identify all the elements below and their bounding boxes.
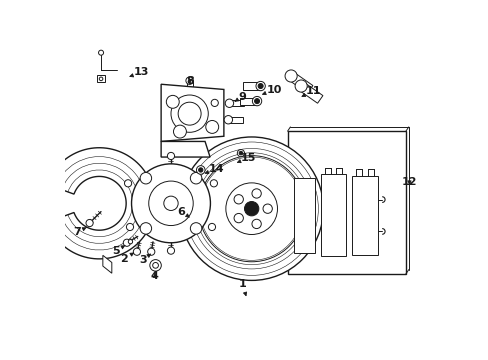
- Circle shape: [152, 262, 158, 268]
- Circle shape: [147, 248, 155, 255]
- Circle shape: [294, 80, 306, 92]
- Polygon shape: [47, 148, 155, 259]
- Circle shape: [86, 220, 93, 226]
- Circle shape: [196, 166, 204, 174]
- Circle shape: [225, 183, 277, 234]
- Circle shape: [210, 180, 217, 187]
- Circle shape: [254, 99, 259, 104]
- Circle shape: [124, 180, 131, 187]
- Circle shape: [140, 172, 151, 184]
- Circle shape: [251, 219, 261, 229]
- Polygon shape: [161, 141, 210, 157]
- Circle shape: [225, 99, 233, 107]
- Text: 14: 14: [205, 164, 224, 174]
- Circle shape: [234, 213, 243, 223]
- Circle shape: [149, 260, 161, 271]
- Polygon shape: [239, 98, 257, 105]
- Polygon shape: [298, 82, 322, 103]
- Circle shape: [128, 239, 132, 244]
- Circle shape: [244, 202, 258, 216]
- Text: 12: 12: [401, 177, 416, 187]
- Circle shape: [251, 189, 261, 198]
- Bar: [351, 176, 377, 255]
- Polygon shape: [186, 81, 192, 90]
- Circle shape: [198, 156, 304, 262]
- Circle shape: [163, 196, 178, 211]
- Circle shape: [173, 125, 186, 138]
- Polygon shape: [161, 84, 224, 141]
- Circle shape: [167, 247, 174, 254]
- Bar: [321, 174, 345, 256]
- Circle shape: [234, 195, 243, 204]
- Circle shape: [185, 77, 193, 84]
- Circle shape: [99, 50, 103, 55]
- Circle shape: [190, 172, 202, 184]
- Text: 3: 3: [139, 254, 150, 265]
- Circle shape: [123, 239, 130, 246]
- Text: 2: 2: [120, 253, 133, 264]
- Text: 8: 8: [186, 76, 193, 86]
- Circle shape: [252, 96, 261, 106]
- Circle shape: [285, 70, 297, 82]
- Text: 6: 6: [177, 207, 189, 217]
- Circle shape: [224, 116, 232, 124]
- Circle shape: [131, 164, 210, 243]
- Circle shape: [126, 224, 133, 230]
- Text: 13: 13: [130, 67, 149, 77]
- Text: 15: 15: [237, 153, 256, 163]
- Circle shape: [190, 223, 202, 234]
- Circle shape: [140, 223, 151, 234]
- Circle shape: [166, 95, 179, 108]
- Text: 5: 5: [112, 246, 125, 256]
- Polygon shape: [228, 117, 242, 123]
- Circle shape: [133, 248, 140, 255]
- Polygon shape: [288, 72, 312, 93]
- Circle shape: [171, 95, 208, 132]
- Circle shape: [258, 84, 263, 89]
- Bar: [287, 131, 405, 274]
- Bar: [293, 178, 314, 253]
- Text: 10: 10: [262, 85, 282, 95]
- Circle shape: [99, 77, 102, 81]
- Circle shape: [148, 181, 193, 226]
- Text: 4: 4: [151, 271, 159, 281]
- Circle shape: [239, 151, 242, 155]
- Circle shape: [198, 168, 203, 172]
- Circle shape: [167, 152, 174, 159]
- Circle shape: [180, 137, 323, 280]
- Circle shape: [211, 99, 218, 107]
- Text: 11: 11: [302, 86, 320, 96]
- Text: 9: 9: [235, 92, 245, 102]
- Circle shape: [205, 121, 218, 134]
- Polygon shape: [243, 82, 260, 90]
- Text: 7: 7: [73, 227, 86, 237]
- Circle shape: [237, 149, 244, 157]
- Polygon shape: [229, 100, 244, 107]
- Circle shape: [178, 102, 201, 125]
- Circle shape: [208, 224, 215, 230]
- Text: 1: 1: [238, 279, 246, 296]
- Polygon shape: [102, 255, 112, 273]
- Bar: [97, 75, 105, 82]
- Circle shape: [255, 81, 265, 91]
- Circle shape: [263, 204, 272, 213]
